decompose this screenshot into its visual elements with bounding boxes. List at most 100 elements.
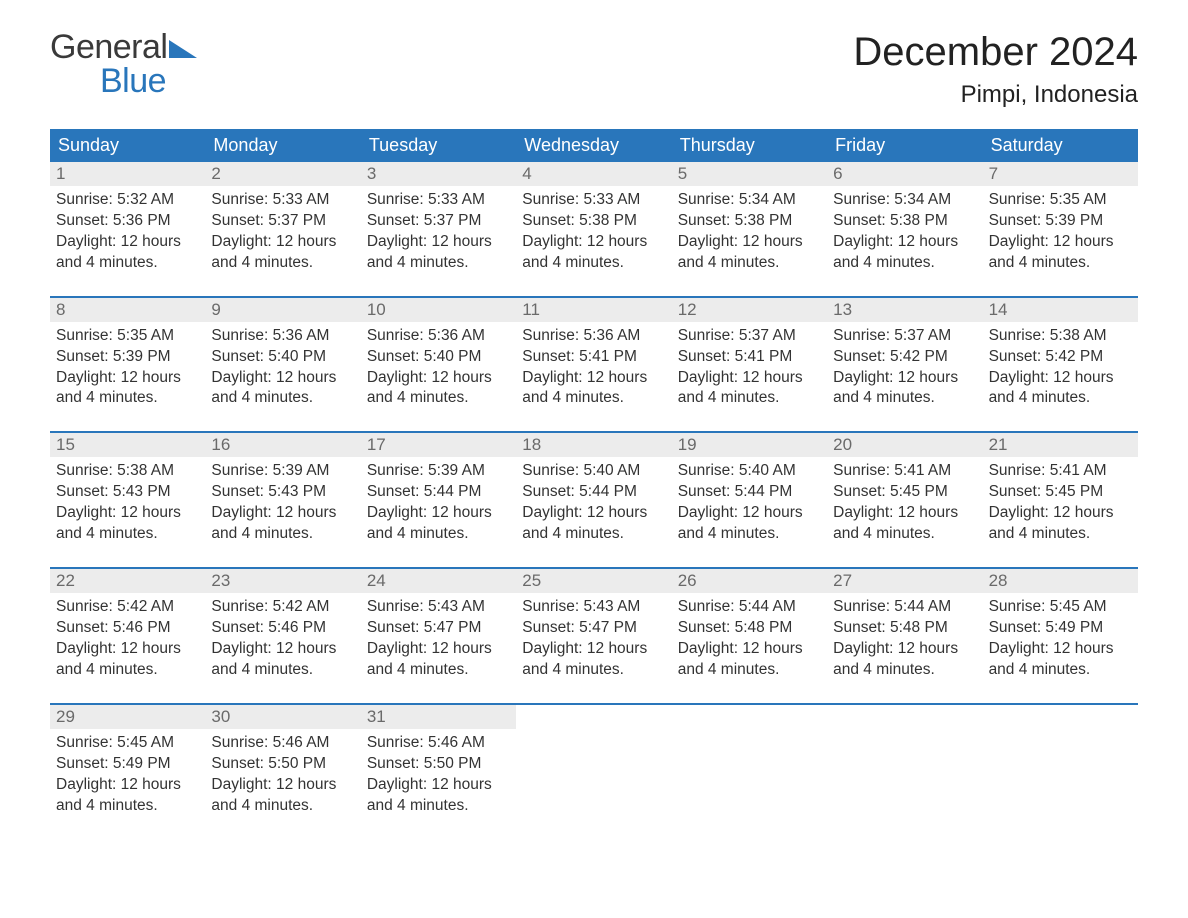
day-line-sunrise: Sunrise: 5:36 AM (522, 326, 665, 347)
day-line-dl2: and 4 minutes. (211, 524, 354, 545)
day-cell: 29Sunrise: 5:45 AMSunset: 5:49 PMDayligh… (50, 705, 205, 817)
day-line-dl2: and 4 minutes. (833, 253, 976, 274)
day-line-sunrise: Sunrise: 5:42 AM (56, 597, 199, 618)
day-line-sunset: Sunset: 5:39 PM (56, 347, 199, 368)
day-line-sunrise: Sunrise: 5:42 AM (211, 597, 354, 618)
day-line-dl1: Daylight: 12 hours (211, 232, 354, 253)
day-line-dl1: Daylight: 12 hours (367, 232, 510, 253)
day-line-sunset: Sunset: 5:50 PM (367, 754, 510, 775)
day-body: Sunrise: 5:46 AMSunset: 5:50 PMDaylight:… (361, 729, 516, 817)
day-cell: 16Sunrise: 5:39 AMSunset: 5:43 PMDayligh… (205, 433, 360, 545)
day-header: Saturday (983, 129, 1138, 162)
day-cell: 13Sunrise: 5:37 AMSunset: 5:42 PMDayligh… (827, 298, 982, 410)
day-line-sunset: Sunset: 5:38 PM (833, 211, 976, 232)
day-line-dl1: Daylight: 12 hours (56, 232, 199, 253)
day-line-sunrise: Sunrise: 5:44 AM (678, 597, 821, 618)
day-cell: 22Sunrise: 5:42 AMSunset: 5:46 PMDayligh… (50, 569, 205, 681)
day-line-sunset: Sunset: 5:46 PM (56, 618, 199, 639)
day-line-dl2: and 4 minutes. (367, 796, 510, 817)
day-cell: 11Sunrise: 5:36 AMSunset: 5:41 PMDayligh… (516, 298, 671, 410)
day-line-sunrise: Sunrise: 5:43 AM (522, 597, 665, 618)
month-title: December 2024 (853, 30, 1138, 75)
day-number: 6 (827, 162, 982, 186)
day-cell: 6 Sunrise: 5:34 AMSunset: 5:38 PMDaylight… (827, 162, 982, 274)
day-line-sunrise: Sunrise: 5:43 AM (367, 597, 510, 618)
day-line-dl1: Daylight: 12 hours (211, 775, 354, 796)
day-line-sunset: Sunset: 5:45 PM (989, 482, 1132, 503)
day-number: 5 (672, 162, 827, 186)
day-line-dl2: and 4 minutes. (211, 660, 354, 681)
day-number: 3 (361, 162, 516, 186)
day-line-sunrise: Sunrise: 5:38 AM (989, 326, 1132, 347)
day-number: 29 (50, 705, 205, 729)
day-line-dl1: Daylight: 12 hours (833, 368, 976, 389)
day-body: Sunrise: 5:40 AMSunset: 5:44 PMDaylight:… (516, 457, 671, 545)
day-cell: 1Sunrise: 5:32 AMSunset: 5:36 PMDaylight… (50, 162, 205, 274)
day-line-sunrise: Sunrise: 5:44 AM (833, 597, 976, 618)
day-line-sunset: Sunset: 5:44 PM (678, 482, 821, 503)
day-line-dl2: and 4 minutes. (522, 388, 665, 409)
day-number: 20 (827, 433, 982, 457)
day-line-dl2: and 4 minutes. (56, 524, 199, 545)
day-line-dl2: and 4 minutes. (367, 388, 510, 409)
logo: General Blue (50, 30, 197, 98)
day-body: Sunrise: 5:41 AMSunset: 5:45 PMDaylight:… (983, 457, 1138, 545)
day-line-sunrise: Sunrise: 5:46 AM (367, 733, 510, 754)
title-block: December 2024 Pimpi, Indonesia (853, 30, 1138, 109)
day-cell: 14Sunrise: 5:38 AMSunset: 5:42 PMDayligh… (983, 298, 1138, 410)
day-line-dl1: Daylight: 12 hours (367, 503, 510, 524)
day-line-dl2: and 4 minutes. (678, 253, 821, 274)
day-number: 2 (205, 162, 360, 186)
day-header: Tuesday (361, 129, 516, 162)
day-body: Sunrise: 5:45 AMSunset: 5:49 PMDaylight:… (983, 593, 1138, 681)
day-line-sunrise: Sunrise: 5:37 AM (833, 326, 976, 347)
day-body: Sunrise: 5:35 AMSunset: 5:39 PMDaylight:… (50, 322, 205, 410)
day-body: Sunrise: 5:41 AMSunset: 5:45 PMDaylight:… (827, 457, 982, 545)
day-cell: 2Sunrise: 5:33 AMSunset: 5:37 PMDaylight… (205, 162, 360, 274)
day-line-dl1: Daylight: 12 hours (678, 503, 821, 524)
day-cell: 28Sunrise: 5:45 AMSunset: 5:49 PMDayligh… (983, 569, 1138, 681)
day-line-sunrise: Sunrise: 5:33 AM (367, 190, 510, 211)
day-cell: 19Sunrise: 5:40 AMSunset: 5:44 PMDayligh… (672, 433, 827, 545)
day-cell: 15Sunrise: 5:38 AMSunset: 5:43 PMDayligh… (50, 433, 205, 545)
day-number: 15 (50, 433, 205, 457)
day-line-dl1: Daylight: 12 hours (833, 503, 976, 524)
day-body: Sunrise: 5:46 AMSunset: 5:50 PMDaylight:… (205, 729, 360, 817)
day-line-sunrise: Sunrise: 5:34 AM (833, 190, 976, 211)
day-number: 23 (205, 569, 360, 593)
day-line-sunset: Sunset: 5:49 PM (989, 618, 1132, 639)
day-cell: 20Sunrise: 5:41 AMSunset: 5:45 PMDayligh… (827, 433, 982, 545)
day-line-sunset: Sunset: 5:48 PM (833, 618, 976, 639)
day-number: 25 (516, 569, 671, 593)
day-line-sunrise: Sunrise: 5:40 AM (522, 461, 665, 482)
day-line-dl1: Daylight: 12 hours (989, 232, 1132, 253)
day-number: 30 (205, 705, 360, 729)
day-line-dl1: Daylight: 12 hours (56, 503, 199, 524)
day-line-sunset: Sunset: 5:38 PM (522, 211, 665, 232)
day-cell: 7Sunrise: 5:35 AMSunset: 5:39 PMDaylight… (983, 162, 1138, 274)
day-line-sunrise: Sunrise: 5:45 AM (989, 597, 1132, 618)
day-line-sunset: Sunset: 5:37 PM (211, 211, 354, 232)
day-line-dl2: and 4 minutes. (678, 388, 821, 409)
day-line-dl2: and 4 minutes. (56, 388, 199, 409)
day-line-sunset: Sunset: 5:47 PM (522, 618, 665, 639)
day-line-dl2: and 4 minutes. (522, 660, 665, 681)
day-line-dl2: and 4 minutes. (989, 388, 1132, 409)
day-line-dl1: Daylight: 12 hours (833, 232, 976, 253)
day-line-sunrise: Sunrise: 5:46 AM (211, 733, 354, 754)
day-line-dl2: and 4 minutes. (56, 660, 199, 681)
day-line-dl2: and 4 minutes. (56, 796, 199, 817)
day-body: Sunrise: 5:32 AMSunset: 5:36 PMDaylight:… (50, 186, 205, 274)
day-body: Sunrise: 5:36 AMSunset: 5:41 PMDaylight:… (516, 322, 671, 410)
day-line-sunset: Sunset: 5:41 PM (678, 347, 821, 368)
day-line-dl1: Daylight: 12 hours (522, 503, 665, 524)
day-line-dl2: and 4 minutes. (833, 660, 976, 681)
day-line-sunset: Sunset: 5:40 PM (367, 347, 510, 368)
day-cell: 8Sunrise: 5:35 AMSunset: 5:39 PMDaylight… (50, 298, 205, 410)
day-body: Sunrise: 5:45 AMSunset: 5:49 PMDaylight:… (50, 729, 205, 817)
day-cell: 27Sunrise: 5:44 AMSunset: 5:48 PMDayligh… (827, 569, 982, 681)
day-body: Sunrise: 5:39 AMSunset: 5:43 PMDaylight:… (205, 457, 360, 545)
day-body: Sunrise: 5:43 AMSunset: 5:47 PMDaylight:… (361, 593, 516, 681)
day-cell: 17Sunrise: 5:39 AMSunset: 5:44 PMDayligh… (361, 433, 516, 545)
day-number: 24 (361, 569, 516, 593)
